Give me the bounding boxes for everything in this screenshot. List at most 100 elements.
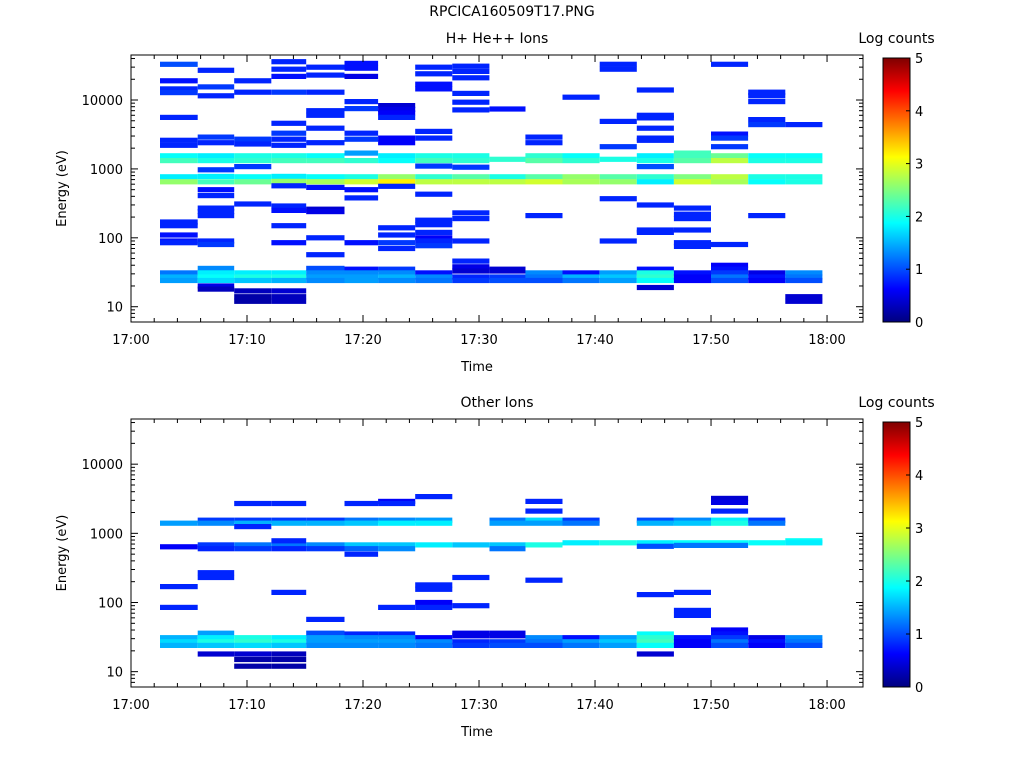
heatmap-cell (636, 543, 674, 549)
heatmap-cell (271, 158, 307, 164)
heatmap-cell (711, 270, 749, 276)
heatmap-cell (636, 202, 674, 208)
heatmap-cell (636, 158, 674, 164)
x-axis-label: Time (460, 725, 493, 740)
heatmap-cell (636, 112, 674, 118)
heatmap-cell (711, 642, 749, 648)
heatmap-cell (197, 187, 235, 193)
heatmap-cell (525, 498, 563, 504)
heatmap-cell (197, 179, 235, 185)
heatmap-cell (306, 639, 345, 645)
heatmap-cell (711, 508, 749, 514)
heatmap-cell (306, 270, 345, 276)
heatmap-cell (599, 196, 637, 202)
heatmap-cell (711, 495, 749, 501)
heatmap-cell (711, 277, 749, 284)
heatmap-cell (160, 158, 198, 164)
heatmap-cell (197, 277, 235, 284)
heatmap-cell (673, 179, 711, 185)
heatmap-cell (378, 604, 416, 610)
heatmap-cell (711, 131, 749, 137)
heatmap-cell (636, 137, 674, 143)
heatmap-cell (673, 227, 711, 233)
heatmap-cell (525, 153, 563, 159)
heatmap-cell (748, 277, 786, 284)
heatmap-cell (599, 179, 637, 185)
heatmap-cell (599, 274, 637, 280)
heatmap-cell (525, 639, 563, 645)
heatmap-cell (711, 144, 749, 150)
heatmap-cell (636, 517, 674, 523)
heatmap-cell (378, 631, 416, 637)
heatmap-cell (452, 210, 490, 216)
x-tick-label: 17:00 (112, 698, 149, 713)
heatmap-cell (525, 140, 563, 146)
heatmap-cell (271, 73, 307, 79)
heatmap-cell (415, 64, 453, 70)
heatmap-cell (489, 639, 526, 645)
heatmap-cells (160, 59, 823, 304)
heatmap-cell (160, 274, 198, 280)
heatmap-cell (415, 582, 453, 588)
heatmap-cell (711, 158, 749, 164)
heatmap-cell (197, 193, 235, 199)
heatmap-cell (489, 520, 526, 526)
heatmap-cell (452, 630, 490, 636)
heatmap-cell (599, 156, 637, 162)
heatmap-cell (271, 240, 307, 246)
heatmap-cell (489, 517, 526, 523)
y-axis-label: Energy (eV) (55, 515, 70, 592)
heatmap-cell (234, 542, 272, 548)
heatmap-cell (562, 635, 600, 641)
heatmap-cell (197, 517, 235, 523)
heatmap-cell (785, 277, 823, 284)
heatmap-cell (711, 241, 749, 248)
heatmap-cell (271, 500, 307, 507)
heatmap-cell (344, 546, 379, 552)
heatmap-cell (160, 635, 198, 641)
heatmap-cell (673, 517, 711, 523)
heatmap-cell (271, 153, 307, 159)
heatmap-cell (344, 179, 379, 185)
x-tick-label: 17:50 (692, 333, 729, 348)
heatmap-cell (378, 240, 416, 246)
heatmap-cell (415, 174, 453, 180)
heatmap-cell (452, 68, 490, 74)
heatmap-cell (378, 153, 416, 159)
heatmap-cell (378, 277, 416, 284)
heatmap-cell (452, 63, 490, 69)
colorbar-tick-label: 4 (915, 105, 923, 120)
x-axis-label: Time (460, 360, 493, 375)
x-tick-label: 17:40 (576, 333, 613, 348)
x-tick-label: 17:10 (228, 333, 265, 348)
heatmap-cell (748, 89, 786, 95)
y-axis-ticks (131, 58, 863, 323)
heatmap-cell (271, 298, 307, 304)
heatmap-cell (785, 122, 823, 128)
heatmap-cell (525, 508, 563, 514)
heatmap-cell (271, 59, 307, 65)
heatmap-cell (452, 158, 490, 164)
heatmap-cell (378, 158, 416, 164)
plot-frame (130, 418, 864, 688)
heatmap-cell (344, 500, 379, 507)
heatmap-cell (711, 542, 749, 548)
heatmap-cell (306, 153, 345, 159)
heatmap-cell (378, 245, 416, 252)
heatmap-cell (525, 213, 563, 219)
colorbar-tick-label: 2 (915, 575, 923, 590)
colorbar-tick-label: 2 (915, 210, 923, 225)
heatmap-cell (452, 264, 490, 270)
heatmap-cell (599, 642, 637, 648)
heatmap-cell (748, 642, 786, 648)
heatmap-cell (636, 174, 674, 180)
heatmap-cell (415, 158, 453, 164)
heatmap-cell (673, 174, 711, 180)
heatmap-cell (306, 184, 345, 190)
heatmap-cell (415, 642, 453, 648)
heatmap-cell (306, 630, 345, 636)
heatmap-cell (271, 639, 307, 645)
x-tick-label: 17:40 (576, 698, 613, 713)
y-tick-label: 1000 (90, 163, 123, 178)
